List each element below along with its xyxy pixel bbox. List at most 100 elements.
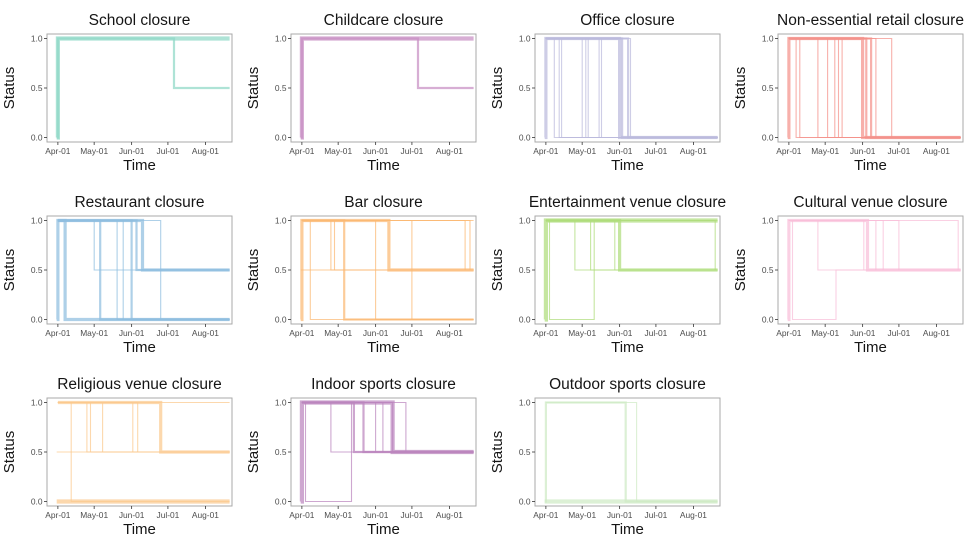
y-axis-title: Status xyxy=(732,249,749,292)
y-tick-label: 0.0 xyxy=(31,496,43,506)
panel-title: Cultural venue closure xyxy=(794,194,948,211)
y-tick-label: 0.5 xyxy=(762,265,774,275)
x-tick-label: May-01 xyxy=(80,510,108,520)
x-tick-label: May-01 xyxy=(568,510,596,520)
x-axis-title: Time xyxy=(611,339,644,356)
panel-title: Restaurant closure xyxy=(74,194,204,211)
series-step-line xyxy=(301,401,474,453)
panel-title: Outdoor sports closure xyxy=(549,376,706,393)
x-axis-title: Time xyxy=(611,157,644,174)
x-tick-label: Jun-01 xyxy=(850,146,876,156)
series-step-line xyxy=(545,218,718,272)
chart-panel: Non-essential retail closure Apr-01 May-01… xyxy=(732,12,964,174)
x-tick-label: Jul-01 xyxy=(400,510,423,520)
series-step-line xyxy=(789,219,961,271)
x-tick-label: Apr-01 xyxy=(45,510,70,520)
chart-panel: Bar closure Apr-01 May-01 Jun-01 Jul-01 Aug-0… xyxy=(245,194,477,356)
x-tick-label: Apr-01 xyxy=(533,510,558,520)
series-step-line xyxy=(57,401,230,453)
x-tick-label: Aug-01 xyxy=(192,510,219,520)
y-tick-label: 0.0 xyxy=(31,132,43,142)
x-tick-label: May-01 xyxy=(80,146,108,156)
series-step-line xyxy=(57,400,230,454)
chart-panel: Outdoor sports closure Apr-01 May-01 Jun-01… xyxy=(489,376,720,538)
x-tick-label: May-01 xyxy=(324,146,352,156)
x-tick-label: May-01 xyxy=(324,510,352,520)
series-step-line xyxy=(789,37,961,139)
x-tick-label: Apr-01 xyxy=(533,328,558,338)
x-axis-title: Time xyxy=(123,521,156,538)
series-step-line xyxy=(789,37,961,139)
series-step-line xyxy=(545,219,718,271)
x-tick-label: May-01 xyxy=(324,328,352,338)
series-step-line xyxy=(789,219,961,271)
series-step-line xyxy=(57,401,230,453)
x-tick-label: Jun-01 xyxy=(119,510,145,520)
series-step-line xyxy=(545,37,718,139)
series-step-line xyxy=(789,219,961,271)
y-axis-title: Status xyxy=(245,249,262,292)
series-step-line xyxy=(57,401,230,453)
x-tick-label: Jul-01 xyxy=(400,146,423,156)
series-step-line xyxy=(789,219,961,271)
panel-title: Entertainment venue closure xyxy=(528,194,725,211)
y-tick-label: 1.0 xyxy=(518,215,530,225)
x-tick-label: Jun-01 xyxy=(119,146,145,156)
x-tick-label: Apr-01 xyxy=(777,146,802,156)
x-tick-label: Apr-01 xyxy=(289,146,314,156)
x-tick-label: Jul-01 xyxy=(157,328,180,338)
x-tick-label: Jun-01 xyxy=(363,510,389,520)
y-tick-label: 0.5 xyxy=(275,83,287,93)
series-step-line xyxy=(301,401,474,453)
x-tick-label: Jul-01 xyxy=(888,328,911,338)
y-axis-title: Status xyxy=(245,67,262,110)
x-tick-label: Aug-01 xyxy=(436,328,463,338)
series-step-line xyxy=(544,401,718,503)
series-step-line xyxy=(57,401,230,453)
x-axis-title: Time xyxy=(367,339,400,356)
y-tick-label: 1.0 xyxy=(31,215,43,225)
series-step-line xyxy=(545,37,718,139)
series-step-line xyxy=(301,401,474,454)
x-tick-label: Aug-01 xyxy=(923,328,950,338)
y-tick-label: 0.0 xyxy=(518,132,530,142)
x-tick-label: Apr-01 xyxy=(45,146,70,156)
series-step-line xyxy=(787,36,961,140)
series-step-line xyxy=(300,37,474,139)
y-tick-label: 0.0 xyxy=(518,496,530,506)
x-tick-label: Aug-01 xyxy=(679,510,706,520)
y-axis-title: Status xyxy=(1,67,18,110)
y-tick-label: 0.5 xyxy=(518,265,530,275)
series-step-line xyxy=(56,37,230,139)
series-step-line xyxy=(545,401,718,503)
x-tick-label: Apr-01 xyxy=(289,328,314,338)
y-tick-label: 0.0 xyxy=(275,132,287,142)
x-tick-label: May-01 xyxy=(568,146,596,156)
x-tick-label: Apr-01 xyxy=(289,510,314,520)
series-step-line xyxy=(789,37,961,139)
y-axis-title: Status xyxy=(1,249,18,292)
series-step-line xyxy=(789,37,961,139)
y-axis-title: Status xyxy=(245,431,262,474)
x-tick-label: Apr-01 xyxy=(777,328,802,338)
y-tick-label: 1.0 xyxy=(518,397,530,407)
x-tick-label: Aug-01 xyxy=(679,328,706,338)
y-tick-label: 0.5 xyxy=(31,83,43,93)
y-tick-label: 1.0 xyxy=(31,397,43,407)
y-tick-label: 0.0 xyxy=(518,314,530,324)
series-step-line xyxy=(545,37,718,139)
x-axis-title: Time xyxy=(123,157,156,174)
y-tick-label: 1.0 xyxy=(762,33,774,43)
chart-panel: Indoor sports closure Apr-01 May-01 Jun-01 J… xyxy=(245,376,477,538)
x-tick-label: Jul-01 xyxy=(157,510,180,520)
y-tick-label: 1.0 xyxy=(518,33,530,43)
x-tick-label: Jun-01 xyxy=(119,328,145,338)
series-step-line xyxy=(789,37,961,139)
x-axis-title: Time xyxy=(367,157,400,174)
x-tick-label: Apr-01 xyxy=(45,328,70,338)
x-axis-title: Time xyxy=(611,521,644,538)
panel-title: Childcare closure xyxy=(323,12,443,29)
x-tick-label: Jun-01 xyxy=(850,328,876,338)
panel-title: School closure xyxy=(89,12,191,29)
series-step-line xyxy=(545,219,718,271)
